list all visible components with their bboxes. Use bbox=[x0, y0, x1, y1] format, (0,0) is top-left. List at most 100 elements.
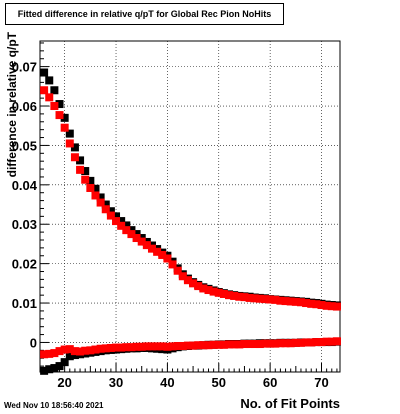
data-point bbox=[147, 342, 156, 351]
x-tick-label: 30 bbox=[109, 375, 123, 390]
data-point bbox=[199, 284, 208, 293]
data-point bbox=[101, 200, 110, 209]
data-point bbox=[91, 191, 100, 200]
data-point bbox=[225, 340, 234, 349]
data-point bbox=[153, 342, 162, 351]
data-point bbox=[245, 293, 254, 302]
y-tick-label: 0.03 bbox=[12, 217, 37, 232]
data-point bbox=[240, 293, 249, 302]
data-point bbox=[55, 347, 64, 356]
data-point bbox=[117, 221, 126, 230]
data-point bbox=[204, 286, 213, 295]
data-point bbox=[271, 339, 280, 348]
data-point bbox=[81, 175, 90, 184]
data-point bbox=[168, 342, 177, 351]
data-point bbox=[327, 302, 336, 311]
data-point bbox=[225, 291, 234, 300]
data-point bbox=[76, 165, 85, 174]
data-point bbox=[312, 338, 321, 347]
x-tick-label: 40 bbox=[160, 375, 174, 390]
data-point bbox=[45, 349, 54, 358]
data-point bbox=[96, 193, 105, 202]
y-axis-label: difference in relative q/pT bbox=[5, 32, 19, 178]
data-point bbox=[322, 337, 331, 346]
data-point bbox=[255, 294, 264, 303]
data-point bbox=[209, 287, 218, 296]
data-point bbox=[50, 102, 59, 111]
data-point bbox=[153, 247, 162, 256]
data-point bbox=[60, 113, 69, 122]
data-point bbox=[286, 297, 295, 306]
data-point bbox=[317, 301, 326, 310]
data-point bbox=[106, 207, 115, 216]
data-point bbox=[55, 362, 64, 371]
data-point bbox=[101, 344, 110, 353]
data-point bbox=[332, 302, 341, 311]
data-point bbox=[302, 299, 311, 308]
data-point bbox=[230, 291, 239, 300]
data-point bbox=[55, 100, 64, 109]
data-point bbox=[245, 340, 254, 349]
data-point bbox=[194, 341, 203, 350]
data-point bbox=[137, 342, 146, 351]
data-point bbox=[322, 301, 331, 310]
data-point bbox=[276, 339, 285, 348]
data-point bbox=[96, 344, 105, 353]
data-point bbox=[117, 217, 126, 226]
data-point bbox=[122, 221, 131, 230]
data-point bbox=[70, 143, 79, 152]
y-tick-label: 0.04 bbox=[12, 178, 38, 193]
data-point bbox=[81, 167, 90, 176]
data-point bbox=[302, 338, 311, 347]
data-point bbox=[86, 346, 95, 355]
data-point bbox=[199, 341, 208, 350]
y-tick-label: 0.02 bbox=[12, 257, 37, 272]
data-point bbox=[291, 297, 300, 306]
x-tick-label: 20 bbox=[57, 375, 71, 390]
data-point bbox=[86, 176, 95, 185]
data-point bbox=[281, 297, 290, 306]
data-point bbox=[65, 139, 74, 148]
data-point bbox=[281, 339, 290, 348]
data-point bbox=[163, 254, 172, 263]
data-point bbox=[60, 345, 69, 354]
data-point bbox=[127, 343, 136, 352]
data-point bbox=[291, 338, 300, 347]
data-point bbox=[327, 337, 336, 346]
data-point bbox=[60, 123, 69, 132]
data-point bbox=[50, 349, 59, 358]
data-point bbox=[122, 343, 131, 352]
data-point bbox=[261, 295, 269, 304]
data-point bbox=[255, 340, 264, 349]
data-point bbox=[214, 340, 223, 349]
data-point bbox=[132, 234, 141, 243]
data-point bbox=[117, 343, 126, 352]
data-point bbox=[178, 341, 187, 350]
data-point bbox=[183, 341, 192, 350]
data-markers bbox=[40, 68, 341, 375]
datestamp: Wed Nov 10 18:56:40 2021 bbox=[4, 401, 104, 410]
data-point bbox=[81, 346, 90, 355]
data-point bbox=[45, 93, 54, 102]
data-point bbox=[296, 298, 305, 307]
data-point bbox=[214, 288, 223, 297]
data-point bbox=[307, 338, 316, 347]
x-tick-label: 60 bbox=[263, 375, 277, 390]
data-point bbox=[209, 340, 218, 349]
data-point bbox=[261, 339, 269, 348]
data-point bbox=[204, 341, 213, 350]
data-point bbox=[250, 340, 259, 349]
axis-ticks bbox=[40, 42, 338, 372]
data-point bbox=[189, 341, 198, 350]
data-point bbox=[312, 300, 321, 309]
data-point bbox=[50, 86, 59, 95]
tick-labels: 20 30 40 50 60 70 0 0.01 0.02 0.03 0.04 0.05 0.06 0.0… bbox=[12, 60, 329, 390]
data-point bbox=[163, 342, 172, 351]
data-point bbox=[106, 211, 115, 220]
data-point bbox=[70, 153, 79, 162]
data-point bbox=[276, 296, 285, 305]
data-point bbox=[266, 339, 275, 348]
data-point bbox=[307, 299, 316, 308]
data-point bbox=[106, 343, 115, 352]
